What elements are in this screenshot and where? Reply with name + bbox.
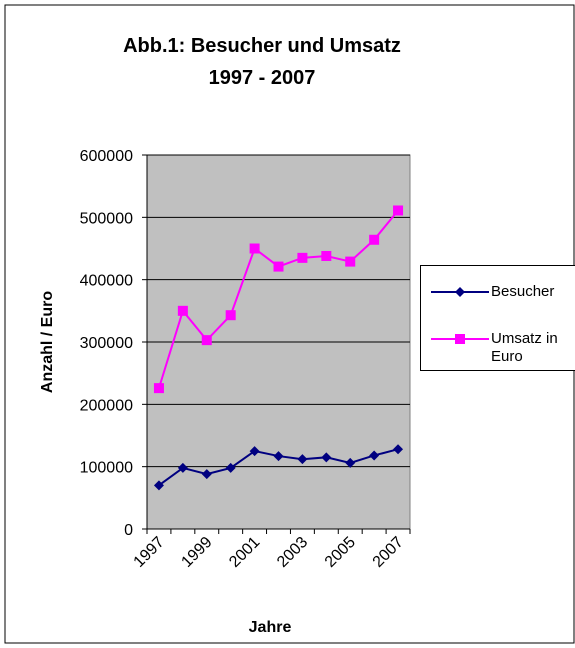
marker — [249, 446, 260, 457]
marker — [225, 310, 236, 321]
y-tick-label: 400000 — [80, 273, 133, 290]
legend-marker — [455, 334, 465, 344]
y-tick-label: 500000 — [80, 210, 133, 227]
marker — [297, 252, 308, 263]
chart-title: Abb.1: Besucher und Umsatz — [123, 35, 401, 57]
marker — [177, 462, 188, 473]
marker — [345, 256, 356, 267]
marker — [369, 234, 380, 245]
marker — [345, 457, 356, 468]
marker — [273, 451, 284, 462]
y-tick-label: 0 — [124, 522, 133, 539]
legend-marker — [455, 287, 465, 297]
marker — [393, 205, 404, 216]
y-tick-label: 600000 — [80, 148, 133, 165]
marker — [393, 444, 404, 455]
marker — [225, 462, 236, 473]
legend-swatch — [431, 287, 489, 297]
marker — [273, 261, 284, 272]
marker — [249, 243, 260, 254]
legend-swatch — [431, 334, 489, 344]
marker — [177, 305, 188, 316]
y-axis-label: Anzahl / Euro — [39, 291, 56, 393]
y-tick-label: 300000 — [80, 335, 133, 352]
legend-label: Umsatz in Euro — [491, 330, 558, 365]
legend-entry: Besucher — [429, 283, 575, 301]
marker — [321, 250, 332, 261]
marker — [201, 335, 212, 346]
legend: Besucher Umsatz in Euro — [420, 265, 575, 371]
chart-title: 1997 - 2007 — [209, 67, 316, 89]
marker — [201, 469, 212, 480]
y-tick-label: 100000 — [80, 460, 133, 477]
y-tick-label: 200000 — [80, 397, 133, 414]
marker — [153, 383, 164, 394]
marker — [153, 480, 164, 491]
marker — [321, 452, 332, 463]
legend-entry: Umsatz in Euro — [429, 330, 575, 366]
marker — [369, 450, 380, 461]
x-axis-label: Jahre — [249, 619, 292, 636]
marker — [297, 454, 308, 465]
legend-label: Besucher — [491, 283, 555, 300]
